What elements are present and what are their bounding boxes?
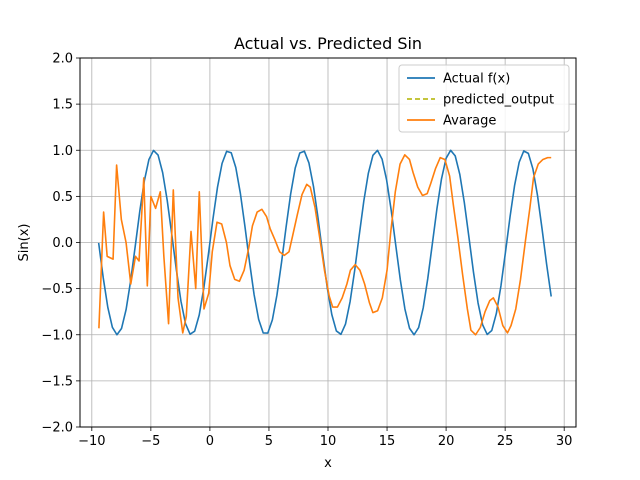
legend-label-1: predicted_output <box>443 93 554 108</box>
y-tick-label: −1.5 <box>41 374 73 389</box>
chart-title: Actual vs. Predicted Sin <box>234 34 422 53</box>
axis-ticks: −10 −5 0 5 10 15 20 25 30 −2.0 −1.5 −1.0 −0.5 0.0 0.5 1… <box>41 52 572 450</box>
series-line-2 <box>98 154 552 336</box>
x-tick-label: 20 <box>438 434 455 449</box>
y-tick-label: 1.0 <box>52 144 73 159</box>
y-tick-label: −1.0 <box>41 328 73 343</box>
x-tick-label: 30 <box>556 434 573 449</box>
x-tick-label: 5 <box>265 434 273 449</box>
x-tick-label: 25 <box>497 434 514 449</box>
legend-box <box>398 64 570 133</box>
y-tick-label: 0.0 <box>52 236 73 251</box>
x-tick-label: 15 <box>379 434 396 449</box>
y-tick-label: 2.0 <box>52 52 73 67</box>
legend-label-0: Actual f(x) <box>443 72 510 87</box>
x-tick-label: −10 <box>78 434 105 449</box>
x-tick-label: 10 <box>320 434 337 449</box>
x-tick-label: −5 <box>141 434 160 449</box>
y-axis-title: Sin(x) <box>17 224 32 262</box>
y-tick-label: 1.5 <box>52 98 73 113</box>
legend-label-2: Avarage <box>443 114 496 129</box>
y-tick-label: −2.0 <box>41 421 73 436</box>
y-tick-label: −0.5 <box>41 282 73 297</box>
x-tick-label: 0 <box>206 434 214 449</box>
series-lines <box>97 149 552 336</box>
y-tick-label: 0.5 <box>52 190 73 205</box>
legend: Actual f(x) predicted_output Avarage <box>398 64 570 133</box>
x-axis-title: x <box>324 456 332 471</box>
